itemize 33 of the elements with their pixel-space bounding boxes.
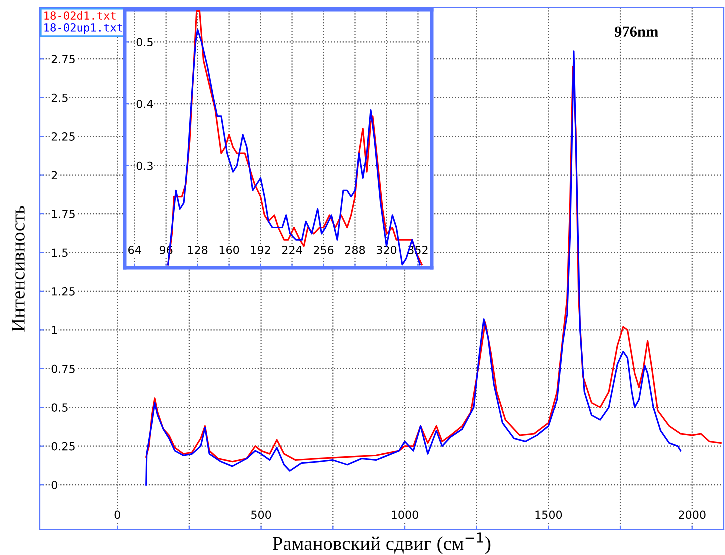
- y-tick-label: 0.5: [52, 404, 68, 412]
- x-axis-title: Рамановский сдвиг (см$^{−1}$): [272, 532, 491, 554]
- x-tick-label: 2000: [679, 510, 706, 520]
- y-tick-label: 0.75: [52, 364, 75, 374]
- annotation: 976nm: [614, 26, 658, 38]
- y-tick-label: 0.3: [136, 162, 153, 170]
- x-tick-label: 288: [345, 246, 366, 254]
- x-tick-label: 256: [314, 246, 334, 254]
- text: 18-02up1.txt: [44, 24, 123, 34]
- x-tick-label: 64: [128, 246, 142, 254]
- y-tick-label: 2: [52, 171, 58, 180]
- x-tick-label: 1500: [536, 510, 562, 520]
- y-tick-label: 2.25: [52, 132, 75, 141]
- y-tick-label: 0.4: [136, 100, 154, 108]
- x-tick-label: 192: [251, 246, 270, 254]
- x-tick-label: 0: [114, 510, 120, 520]
- x-tick-label: 128: [188, 246, 208, 254]
- y-axis-title: Интенсивность: [12, 206, 25, 332]
- x-tick-label: 160: [220, 246, 240, 254]
- y-tick-label: 2.5: [52, 94, 68, 102]
- y-tick-label: 0.25: [52, 442, 75, 451]
- x-tick-label: 1000: [392, 510, 418, 520]
- y-tick-label: 1: [52, 326, 58, 334]
- y-tick-label: 0.5: [136, 38, 153, 47]
- x-tick-label: 320: [376, 246, 397, 254]
- x-tick-label: 500: [252, 510, 272, 520]
- text: 18-02d1.txt: [44, 11, 116, 20]
- y-tick-label: 1.25: [52, 287, 75, 296]
- y-tick-label: 1.5: [52, 248, 68, 258]
- y-tick-label: 2.75: [52, 55, 75, 64]
- y-tick-label: 1.75: [52, 210, 75, 218]
- x-tick-label: 224: [282, 246, 302, 254]
- y-tick-label: 0: [52, 481, 58, 490]
